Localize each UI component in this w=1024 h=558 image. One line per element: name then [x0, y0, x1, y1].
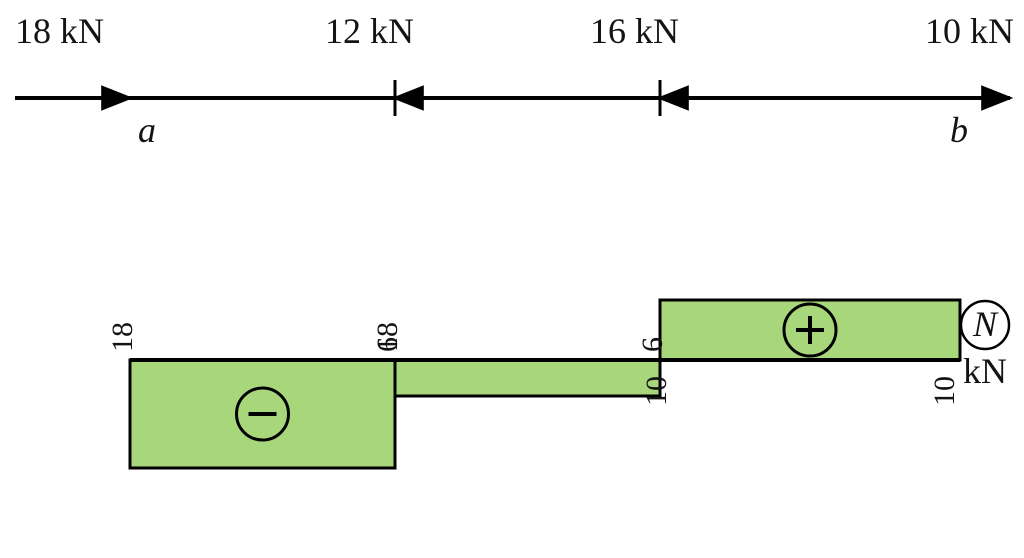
node-label-a: a: [138, 110, 156, 150]
n-value-2-0: 10: [640, 376, 673, 406]
node-label-b: b: [950, 110, 968, 150]
n-value-1-0: 6: [371, 337, 404, 352]
n-value-1-1: 6: [636, 337, 669, 352]
force-label-0: 18 kN: [15, 11, 104, 51]
force-label-2: 16 kN: [590, 11, 679, 51]
force-label-1: 12 kN: [325, 11, 414, 51]
n-value-2-1: 10: [928, 376, 961, 406]
n-value-0-0: 18: [106, 322, 139, 352]
n-symbol: N: [972, 304, 999, 344]
force-label-3: 10 kN: [925, 11, 1014, 51]
n-unit: kN: [963, 351, 1007, 391]
n-region-1: [395, 360, 660, 396]
